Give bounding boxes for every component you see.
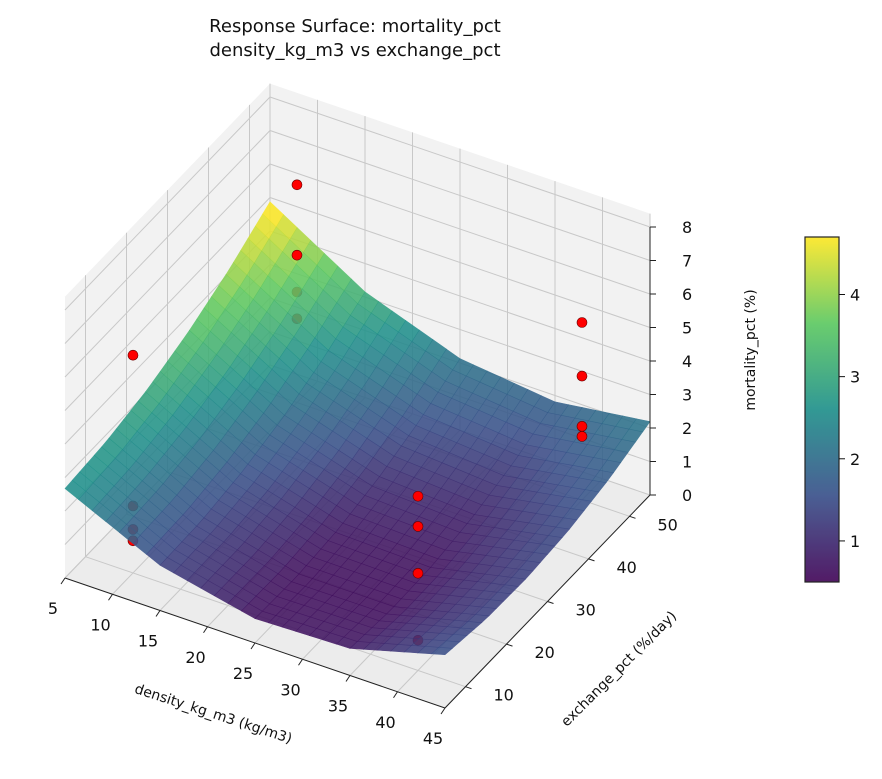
x-tick bbox=[203, 626, 208, 634]
z-tick-label: 3 bbox=[682, 386, 692, 405]
x-axis-label: density_kg_m3 (kg/m3) bbox=[133, 681, 294, 747]
z-tick-label: 6 bbox=[682, 285, 692, 304]
colorbar-tick-label: 3 bbox=[850, 368, 860, 387]
chart-title: Response Surface: mortality_pct bbox=[209, 16, 501, 37]
points-front bbox=[127, 179, 588, 579]
z-gridline bbox=[269, 230, 651, 362]
z-gridline bbox=[64, 197, 271, 411]
z-gridline bbox=[269, 197, 651, 328]
data-point bbox=[291, 249, 303, 261]
z-tick-label: 0 bbox=[682, 486, 692, 505]
z-tick-label: 4 bbox=[682, 352, 692, 371]
x-tick-label: 10 bbox=[90, 615, 110, 634]
z-gridline bbox=[269, 163, 651, 295]
y-tick bbox=[547, 601, 554, 604]
y-tick-label: 10 bbox=[494, 686, 514, 705]
z-gridline bbox=[64, 163, 271, 378]
x-tick-label: 20 bbox=[185, 648, 205, 667]
x-tick-label: 15 bbox=[138, 632, 158, 651]
z-axis-label: mortality_pct (%) bbox=[743, 289, 759, 410]
y-tick-label: 20 bbox=[535, 643, 555, 662]
data-point bbox=[127, 349, 139, 361]
x-tick-label: 40 bbox=[375, 713, 395, 732]
z-gridline bbox=[64, 96, 271, 311]
y-tick-label: 40 bbox=[617, 558, 637, 577]
x-tick bbox=[60, 577, 66, 585]
y-tick bbox=[506, 643, 513, 647]
data-point bbox=[291, 179, 303, 191]
y-tick bbox=[465, 686, 472, 690]
x-tick-label: 35 bbox=[328, 697, 348, 716]
z-gridline bbox=[269, 96, 651, 228]
x-tick-label: 30 bbox=[280, 680, 300, 699]
surface-patch bbox=[430, 647, 454, 656]
surface bbox=[64, 201, 651, 656]
z-tick-label: 1 bbox=[682, 453, 692, 472]
z-tick-label: 2 bbox=[682, 419, 692, 438]
z-tick-label: 5 bbox=[682, 319, 692, 338]
x-tick-label: 5 bbox=[48, 599, 58, 618]
x-tick bbox=[108, 593, 113, 601]
colorbar-ticks: 1 2 3 4 bbox=[839, 286, 860, 551]
data-point bbox=[412, 490, 424, 502]
y-tick bbox=[629, 515, 636, 519]
y-tick bbox=[588, 558, 595, 562]
z-tick-label: 8 bbox=[682, 218, 692, 237]
y-axis-label: exchange_pct (%/day) bbox=[558, 608, 680, 730]
z-gridline bbox=[64, 130, 271, 344]
x-tick-label: 25 bbox=[233, 664, 253, 683]
y-tick-label: 50 bbox=[658, 515, 678, 534]
x-tick-label: 45 bbox=[423, 729, 443, 748]
data-point bbox=[412, 567, 424, 579]
y-tick-label: 30 bbox=[576, 601, 596, 620]
colorbar bbox=[804, 236, 840, 583]
chart-subtitle: density_kg_m3 vs exchange_pct bbox=[209, 40, 500, 61]
colorbar-tick-label: 4 bbox=[850, 286, 860, 305]
data-point bbox=[412, 521, 424, 532]
x-tick bbox=[298, 658, 303, 666]
x-tick bbox=[155, 610, 161, 617]
data-point bbox=[576, 370, 588, 382]
x-tick bbox=[393, 691, 398, 699]
x-tick bbox=[250, 642, 256, 650]
data-point bbox=[576, 421, 588, 432]
data-point bbox=[576, 317, 588, 328]
colorbar-tick-label: 2 bbox=[850, 450, 860, 469]
z-tick-label: 7 bbox=[682, 252, 692, 271]
x-tick bbox=[440, 707, 446, 715]
z-gridline bbox=[269, 130, 651, 261]
x-tick bbox=[345, 675, 351, 682]
data-point bbox=[576, 431, 588, 442]
colorbar-tick-label: 1 bbox=[850, 532, 860, 551]
